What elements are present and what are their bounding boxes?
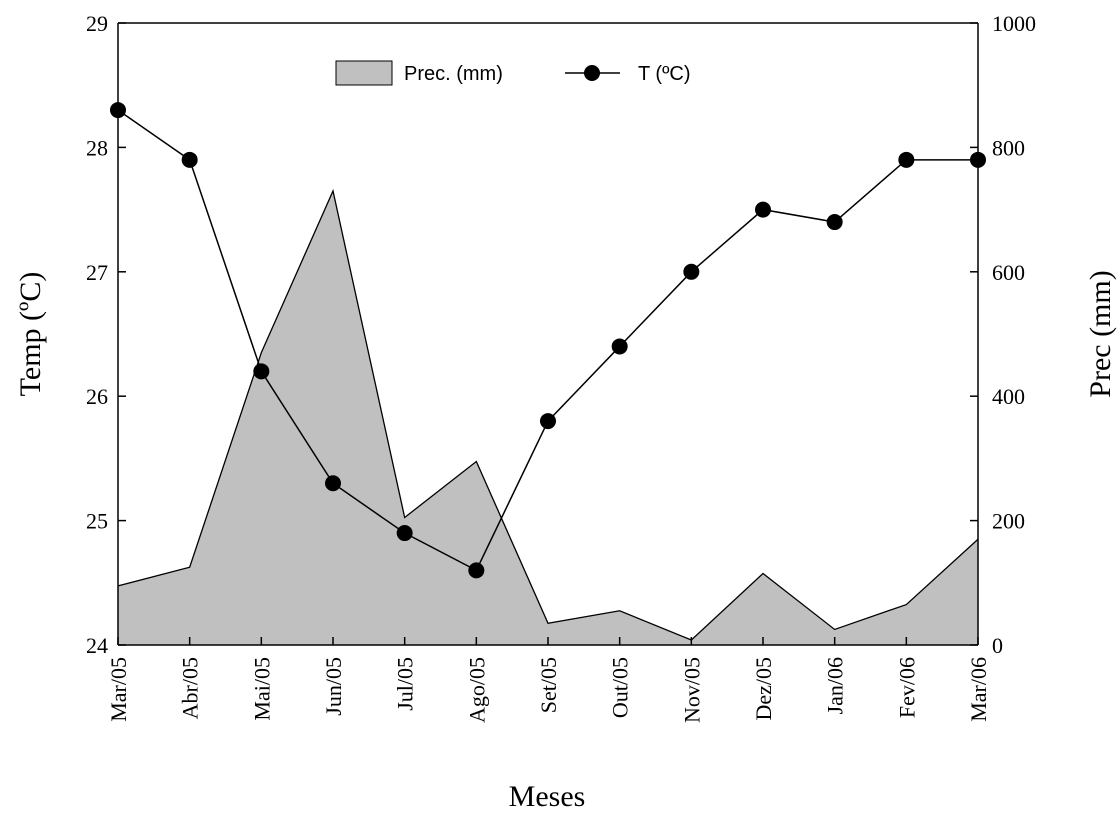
precipitation-area [118,190,978,645]
y-left-tick-label: 25 [86,509,108,534]
temperature-point-jun-05 [325,475,341,492]
y-right-tick-label: 600 [992,260,1025,285]
x-tick-label: Mai/05 [249,657,274,721]
x-tick-label: Jul/05 [393,657,418,711]
temperature-point-nov-05 [683,263,700,280]
y-right-tick-label: 1000 [992,11,1036,36]
legend-marker-temperature [584,65,600,81]
temperature-point-jul-05 [396,525,413,542]
y-left-tick-label: 28 [86,135,108,160]
temperature-line-layer [110,102,986,579]
y-right-tick-label: 0 [992,633,1003,658]
y-left-tick-label: 29 [86,11,108,36]
y-axis-left-title: Temp (ºC) [14,272,47,397]
y-left-tick-label: 26 [86,384,108,409]
axis-ticks: 24 25 26 27 28 29 0 200 400 600 800 1000 Mar/05 Abr/0… [86,11,1036,723]
x-tick-label: Mar/05 [106,657,131,722]
x-tick-label: Set/05 [536,657,561,713]
legend: Prec. (mm) T (ºC) [335,60,690,86]
y-left-tick-label: 24 [86,633,108,658]
y-right-tick-label: 400 [992,384,1025,409]
x-tick-label: Abr/05 [178,657,203,719]
temperature-point-mar-06 [970,151,986,168]
x-tick-label: Ago/05 [464,657,489,723]
temperature-point-fev-06 [898,151,915,168]
temperature-point-mai-05 [253,363,270,380]
x-tick-label: Mar/06 [966,657,991,722]
temperature-point-dez-05 [755,201,771,218]
temperature-point-abr-05 [181,151,198,168]
x-tick-label: Nov/05 [679,657,704,723]
x-tick-label: Dez/05 [751,657,776,721]
y-left-tick-label: 27 [86,260,108,285]
temperature-point-ago-05 [468,562,485,579]
x-tick-label: Jan/06 [823,657,848,714]
legend-label-temperature: T (ºC) [638,63,690,85]
y-right-tick-label: 800 [992,135,1025,160]
legend-label-precipitation: Prec. (mm) [404,63,503,85]
y-right-tick-label: 200 [992,509,1025,534]
x-tick-label: Jun/05 [321,657,346,716]
temperature-point-mar-05 [110,102,126,119]
x-tick-label: Fev/06 [894,657,919,718]
temperature-point-out-05 [611,338,628,355]
x-axis-title: Meses [509,780,586,813]
precipitation-outline [117,188,979,641]
y-axis-right-title: Prec (mm) [1084,270,1117,397]
precipitation-area-layer [117,188,979,645]
temperature-point-set-05 [540,413,556,430]
temperature-point-jan-06 [826,214,843,231]
x-tick-label: Out/05 [608,657,633,718]
legend-swatch-precipitation [335,60,393,86]
